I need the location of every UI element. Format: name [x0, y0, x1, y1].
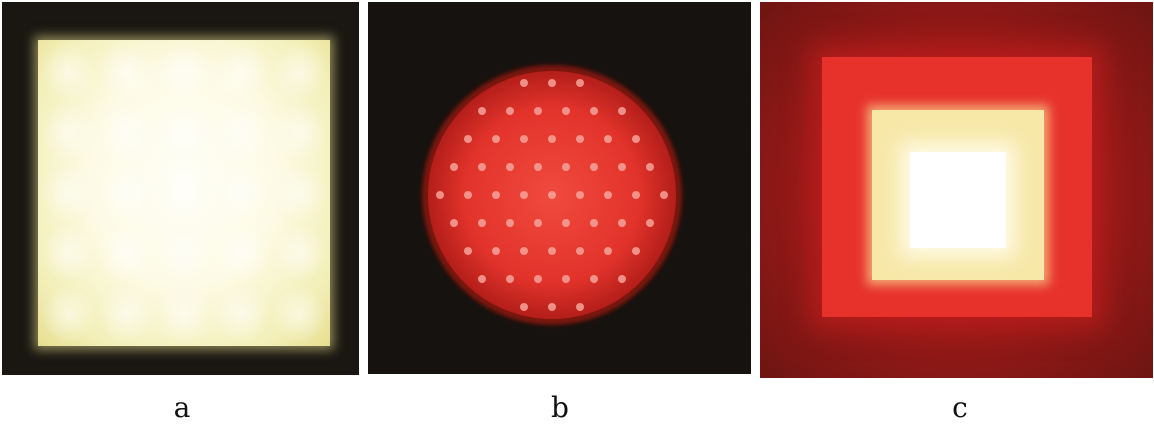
led-dot	[590, 107, 598, 115]
led-dot	[464, 247, 472, 255]
led-dot	[562, 163, 570, 171]
photo-panel-c	[760, 2, 1153, 378]
led-dot	[506, 219, 514, 227]
led-dot	[576, 135, 584, 143]
light-block-grid	[38, 40, 330, 346]
led-dot	[492, 191, 500, 199]
led-dot	[660, 191, 668, 199]
led-dot	[604, 247, 612, 255]
led-dot	[506, 275, 514, 283]
led-dot	[464, 191, 472, 199]
caption-a: a	[173, 391, 191, 424]
light-block	[100, 104, 152, 160]
led-dot	[548, 247, 556, 255]
led-dot	[478, 275, 486, 283]
led-dot	[618, 107, 626, 115]
light-block	[216, 287, 268, 342]
led-dot	[478, 107, 486, 115]
led-dot	[632, 247, 640, 255]
led-dot	[464, 135, 472, 143]
light-block	[158, 104, 210, 160]
led-dot	[506, 163, 514, 171]
led-dot	[576, 303, 584, 311]
led-dots	[436, 79, 668, 311]
light-block	[100, 44, 152, 99]
photo-panel-a	[2, 2, 359, 375]
light-block	[158, 44, 210, 99]
led-dot	[534, 275, 542, 283]
led-dot	[534, 107, 542, 115]
led-dot	[576, 247, 584, 255]
red-dotted-disk	[422, 65, 682, 325]
light-block	[100, 226, 152, 282]
light-block	[274, 226, 326, 282]
led-dot	[520, 303, 528, 311]
photo-panel-b	[368, 2, 751, 374]
caption-b: b	[551, 391, 569, 424]
led-dot	[604, 191, 612, 199]
led-dot	[590, 275, 598, 283]
yellow-light-square	[38, 40, 330, 346]
led-dot	[520, 191, 528, 199]
led-dot	[632, 135, 640, 143]
light-block	[274, 287, 326, 342]
led-dot	[478, 219, 486, 227]
led-dot	[576, 79, 584, 87]
led-dot	[646, 163, 654, 171]
led-dot	[478, 163, 486, 171]
caption-c: c	[952, 391, 968, 424]
led-dot	[562, 107, 570, 115]
led-dot	[548, 303, 556, 311]
light-block	[42, 104, 94, 160]
light-block	[216, 104, 268, 160]
led-dot	[548, 135, 556, 143]
led-dot	[492, 135, 500, 143]
led-dot	[548, 79, 556, 87]
led-dot	[436, 191, 444, 199]
led-dot	[492, 247, 500, 255]
light-block	[42, 226, 94, 282]
light-block	[158, 165, 210, 221]
led-dot	[548, 191, 556, 199]
led-dot	[646, 219, 654, 227]
led-dot	[450, 163, 458, 171]
light-block	[216, 44, 268, 99]
led-dot	[562, 219, 570, 227]
led-dot	[534, 163, 542, 171]
light-block	[216, 226, 268, 282]
led-dot	[590, 219, 598, 227]
light-block	[158, 226, 210, 282]
led-dot	[534, 219, 542, 227]
led-dot	[618, 219, 626, 227]
led-dot	[520, 79, 528, 87]
led-dot	[506, 107, 514, 115]
light-block	[100, 287, 152, 342]
led-dot	[576, 191, 584, 199]
led-dot	[632, 191, 640, 199]
light-block	[42, 44, 94, 99]
led-dot	[618, 163, 626, 171]
light-block	[42, 287, 94, 342]
led-dot	[520, 247, 528, 255]
led-dot	[590, 163, 598, 171]
led-dot	[520, 135, 528, 143]
led-dot	[618, 275, 626, 283]
led-dot	[562, 275, 570, 283]
light-block	[216, 165, 268, 221]
light-block	[274, 104, 326, 160]
led-dot	[604, 135, 612, 143]
light-block	[100, 165, 152, 221]
light-block	[274, 44, 326, 99]
light-block	[158, 287, 210, 342]
white-core-square	[910, 152, 1006, 248]
light-block	[42, 165, 94, 221]
led-dot	[450, 219, 458, 227]
light-block	[274, 165, 326, 221]
